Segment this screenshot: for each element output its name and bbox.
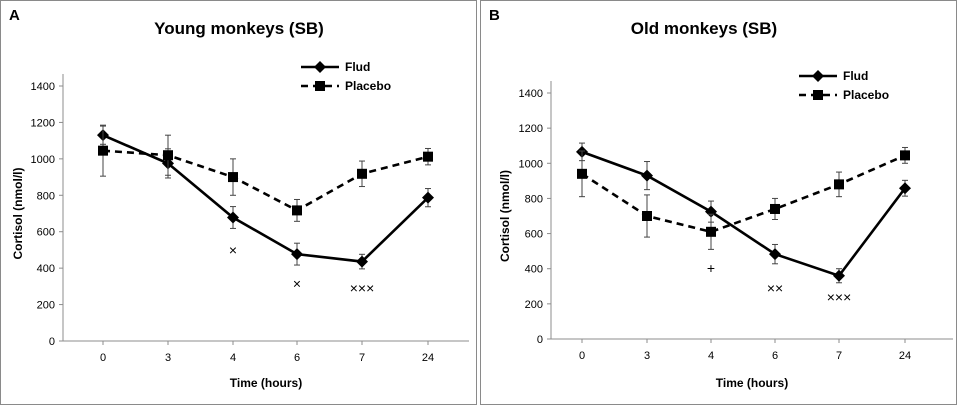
- legend-marker-square: [813, 90, 823, 100]
- legend-label: Flud: [345, 60, 370, 74]
- y-tick-label: 200: [37, 300, 55, 312]
- y-tick-label: 1200: [519, 123, 543, 135]
- data-point-flud: [899, 182, 911, 195]
- x-tick-label: 3: [644, 350, 650, 362]
- series-line-placebo: [102, 149, 429, 212]
- panel-a: A Young monkeys (SB) 0 200 400 600 800 1000 1200…: [0, 0, 477, 405]
- data-point-placebo: [770, 203, 780, 214]
- chart-a-svg: A Young monkeys (SB) 0 200 400 600 800 1000 1200…: [9, 7, 469, 390]
- y-tick-label: 1000: [31, 154, 55, 166]
- data-point-placebo: [163, 150, 173, 161]
- panel-b: B Old monkeys (SB) 0 200 400 600 800 1000 1200 14…: [480, 0, 957, 405]
- x-tick-label: 3: [165, 352, 171, 364]
- x-tick-label: 0: [579, 350, 585, 362]
- x-tick-label: 7: [836, 350, 842, 362]
- significance-annotation: ×××: [827, 289, 852, 305]
- y-axis-title: Cortisol (nmol/l): [11, 168, 25, 260]
- x-tick-label: 6: [772, 350, 778, 362]
- data-point-placebo: [98, 145, 108, 156]
- significance-annotation: +: [707, 260, 715, 276]
- significance-annotation: ×: [229, 242, 237, 258]
- chart-title: Old monkeys (SB): [631, 19, 777, 38]
- legend-marker-square: [315, 81, 325, 91]
- series-line-flud: [581, 150, 907, 278]
- y-tick-label: 400: [37, 263, 55, 275]
- data-point-flud: [422, 191, 434, 204]
- data-point-placebo: [577, 168, 587, 179]
- data-point-placebo: [706, 226, 716, 237]
- x-tick-label: 6: [294, 352, 300, 364]
- y-tick-label: 0: [49, 336, 55, 348]
- x-tick-label: 24: [422, 352, 434, 364]
- data-point-flud: [769, 248, 781, 261]
- x-tick-label: 4: [230, 352, 236, 364]
- data-point-placebo: [292, 205, 302, 216]
- x-tick-label: 4: [708, 350, 714, 362]
- x-tick-label: 7: [359, 352, 365, 364]
- y-tick-label: 200: [525, 299, 543, 311]
- x-tick-label: 0: [100, 352, 106, 364]
- data-point-placebo: [834, 179, 844, 190]
- data-point-flud: [291, 248, 303, 261]
- legend-marker-diamond: [812, 70, 824, 82]
- legend-label: Placebo: [843, 88, 889, 102]
- data-point-flud: [833, 269, 845, 282]
- y-tick-label: 400: [525, 264, 543, 276]
- series-line-flud: [102, 133, 429, 263]
- chart-title: Young monkeys (SB): [154, 19, 324, 38]
- x-axis-title: Time (hours): [716, 376, 788, 390]
- legend-marker-diamond: [314, 61, 326, 73]
- y-tick-label: 1000: [519, 158, 543, 170]
- data-point-flud: [356, 255, 368, 268]
- panel-label: A: [9, 7, 20, 24]
- x-tick-label: 24: [899, 350, 911, 362]
- y-tick-label: 800: [525, 193, 543, 205]
- significance-annotation: ×××: [350, 280, 375, 296]
- data-point-flud: [641, 169, 653, 182]
- y-tick-label: 600: [37, 227, 55, 239]
- y-tick-label: 800: [37, 190, 55, 202]
- series-line-placebo: [581, 154, 906, 234]
- y-tick-label: 600: [525, 229, 543, 241]
- y-tick-label: 0: [537, 334, 543, 346]
- chart-b-svg: B Old monkeys (SB) 0 200 400 600 800 1000 1200 14…: [489, 7, 953, 390]
- significance-annotation: ××: [767, 280, 783, 296]
- y-axis-title: Cortisol (nmol/l): [498, 170, 512, 262]
- data-point-placebo: [423, 151, 433, 162]
- data-point-placebo: [357, 168, 367, 179]
- significance-annotation: ×: [293, 276, 301, 292]
- y-tick-label: 1200: [31, 117, 55, 129]
- panel-label: B: [489, 7, 500, 24]
- legend-label: Flud: [843, 69, 868, 83]
- data-point-placebo: [900, 150, 910, 161]
- y-tick-label: 1400: [519, 88, 543, 100]
- data-point-placebo: [228, 172, 238, 183]
- y-tick-label: 1400: [31, 81, 55, 93]
- legend-label: Placebo: [345, 79, 391, 93]
- data-point-placebo: [642, 211, 652, 221]
- data-point-flud: [227, 211, 239, 224]
- x-axis-title: Time (hours): [230, 376, 302, 390]
